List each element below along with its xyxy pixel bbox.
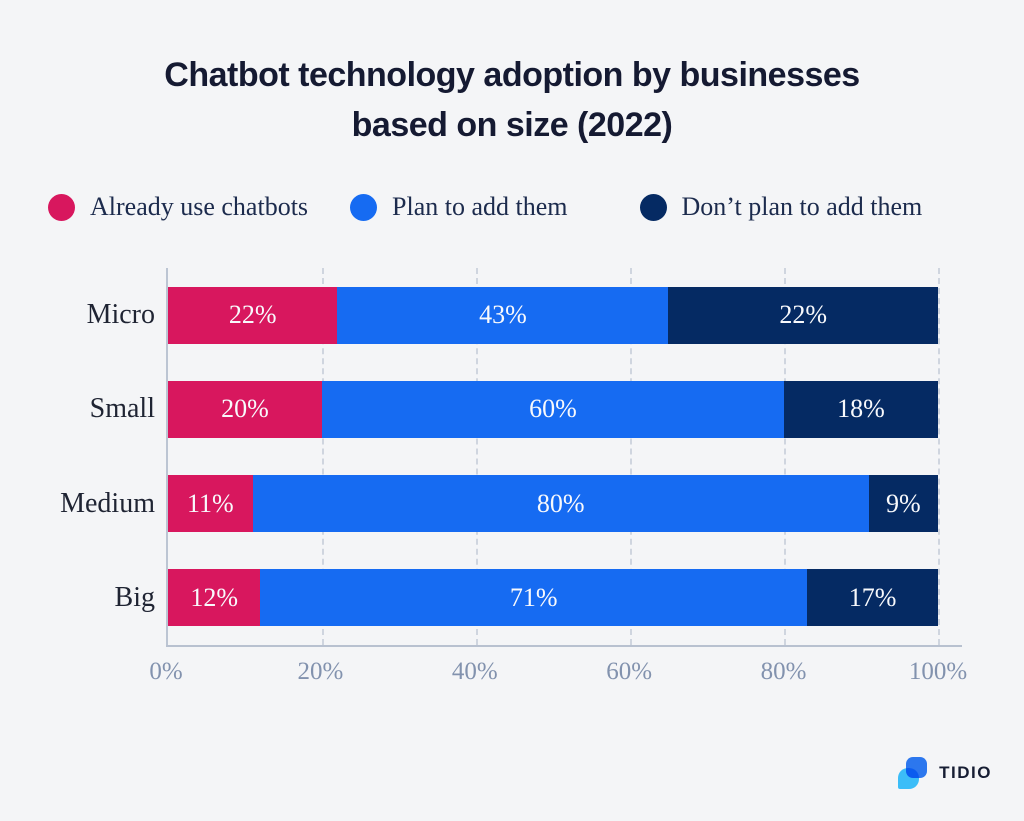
bar-segment-0: 12%	[168, 569, 261, 627]
category-label: Medium	[60, 487, 155, 519]
plot-area: Micro 22% 43% 22% Small 20% 60% 18% Medium 11% 80%…	[60, 268, 940, 645]
stacked-bar: 22% 43% 22%	[168, 286, 938, 344]
bar-value-label: 9%	[886, 488, 921, 518]
stacked-bar: 12% 71% 17%	[168, 569, 938, 627]
gridline-20	[322, 268, 324, 645]
bar-segment-1: 43%	[337, 286, 669, 344]
legend-dot-icon	[48, 193, 75, 221]
legend-item-1: Plan to add them	[350, 192, 568, 222]
bar-value-label: 12%	[190, 582, 239, 612]
bar-segment-2: 9%	[868, 475, 938, 533]
chart-row-medium: Medium 11% 80% 9%	[60, 457, 938, 551]
bar-segment-2: 17%	[807, 569, 938, 627]
bar-segment-1: 80%	[252, 475, 869, 533]
legend-dot-icon	[350, 193, 378, 221]
stacked-bar: 11% 80% 9%	[168, 475, 938, 533]
chart-row-big: Big 12% 71% 17%	[115, 551, 938, 645]
chart-row-micro: Micro 22% 43% 22%	[87, 268, 938, 362]
stacked-bar: 20% 60% 18%	[168, 380, 938, 438]
x-axis-line	[166, 645, 962, 647]
tidio-brand: TIDIO	[898, 757, 992, 789]
tidio-logo-text: TIDIO	[939, 763, 992, 782]
bar-segment-2: 18%	[784, 380, 938, 438]
bar-value-label: 22%	[228, 300, 277, 330]
legend-dot-icon	[639, 193, 667, 221]
gridline-60	[630, 268, 632, 645]
category-label: Big	[114, 581, 155, 613]
chart-title-line1: Chatbot technology adoption by businesse…	[164, 56, 860, 94]
legend-label: Don’t plan to add them	[681, 192, 923, 221]
bar-value-label: 11%	[186, 488, 234, 518]
category-label: Micro	[86, 299, 155, 331]
bar-value-label: 22%	[779, 300, 828, 330]
x-tick-label: 40%	[451, 658, 498, 685]
legend-item-2: Don’t plan to add them	[639, 192, 923, 222]
category-label: Small	[89, 393, 155, 425]
chart-title-line2: based on size (2022)	[351, 106, 673, 144]
x-tick-label: 20%	[297, 658, 344, 685]
legend-label: Already use chatbots	[90, 192, 309, 221]
legend-item-0: Already use chatbots	[48, 192, 308, 222]
bar-segment-1: 71%	[260, 569, 808, 627]
bar-segment-0: 11%	[168, 475, 253, 533]
bar-value-label: 60%	[529, 394, 577, 424]
x-tick-label: 60%	[606, 658, 653, 685]
legend: Already use chatbots Plan to add them Don’…	[48, 192, 922, 222]
gridline-80	[784, 268, 786, 645]
legend-label: Plan to add them	[392, 192, 568, 221]
bar-value-label: 43%	[479, 300, 527, 330]
bar-value-label: 71%	[509, 582, 558, 612]
bar-value-label: 17%	[848, 582, 897, 612]
bar-value-label: 20%	[221, 394, 269, 424]
chat-bubble-blue-icon	[906, 757, 928, 778]
x-tick-label: 80%	[760, 658, 807, 685]
chart-row-small: Small 20% 60% 18%	[90, 362, 938, 456]
chart-title: Chatbot technology adoption by businesse…	[0, 50, 1024, 150]
bar-rows: Micro 22% 43% 22% Small 20% 60% 18% Medium 11% 80%…	[60, 268, 938, 645]
bar-value-label: 80%	[536, 488, 585, 518]
bar-value-label: 18%	[837, 394, 885, 424]
x-tick-label: 100%	[908, 658, 968, 685]
x-axis-ticks: 0% 20% 40% 60% 80% 100%	[149, 658, 967, 688]
bar-segment-1: 60%	[322, 380, 784, 438]
bar-segment-2: 22%	[668, 286, 938, 344]
x-tick-label: 0%	[149, 658, 183, 685]
gridline-100	[938, 268, 940, 645]
tidio-logo-icon	[898, 757, 928, 789]
bar-segment-0: 22%	[168, 286, 338, 344]
gridline-40	[476, 268, 478, 645]
bar-segment-0: 20%	[168, 380, 322, 438]
